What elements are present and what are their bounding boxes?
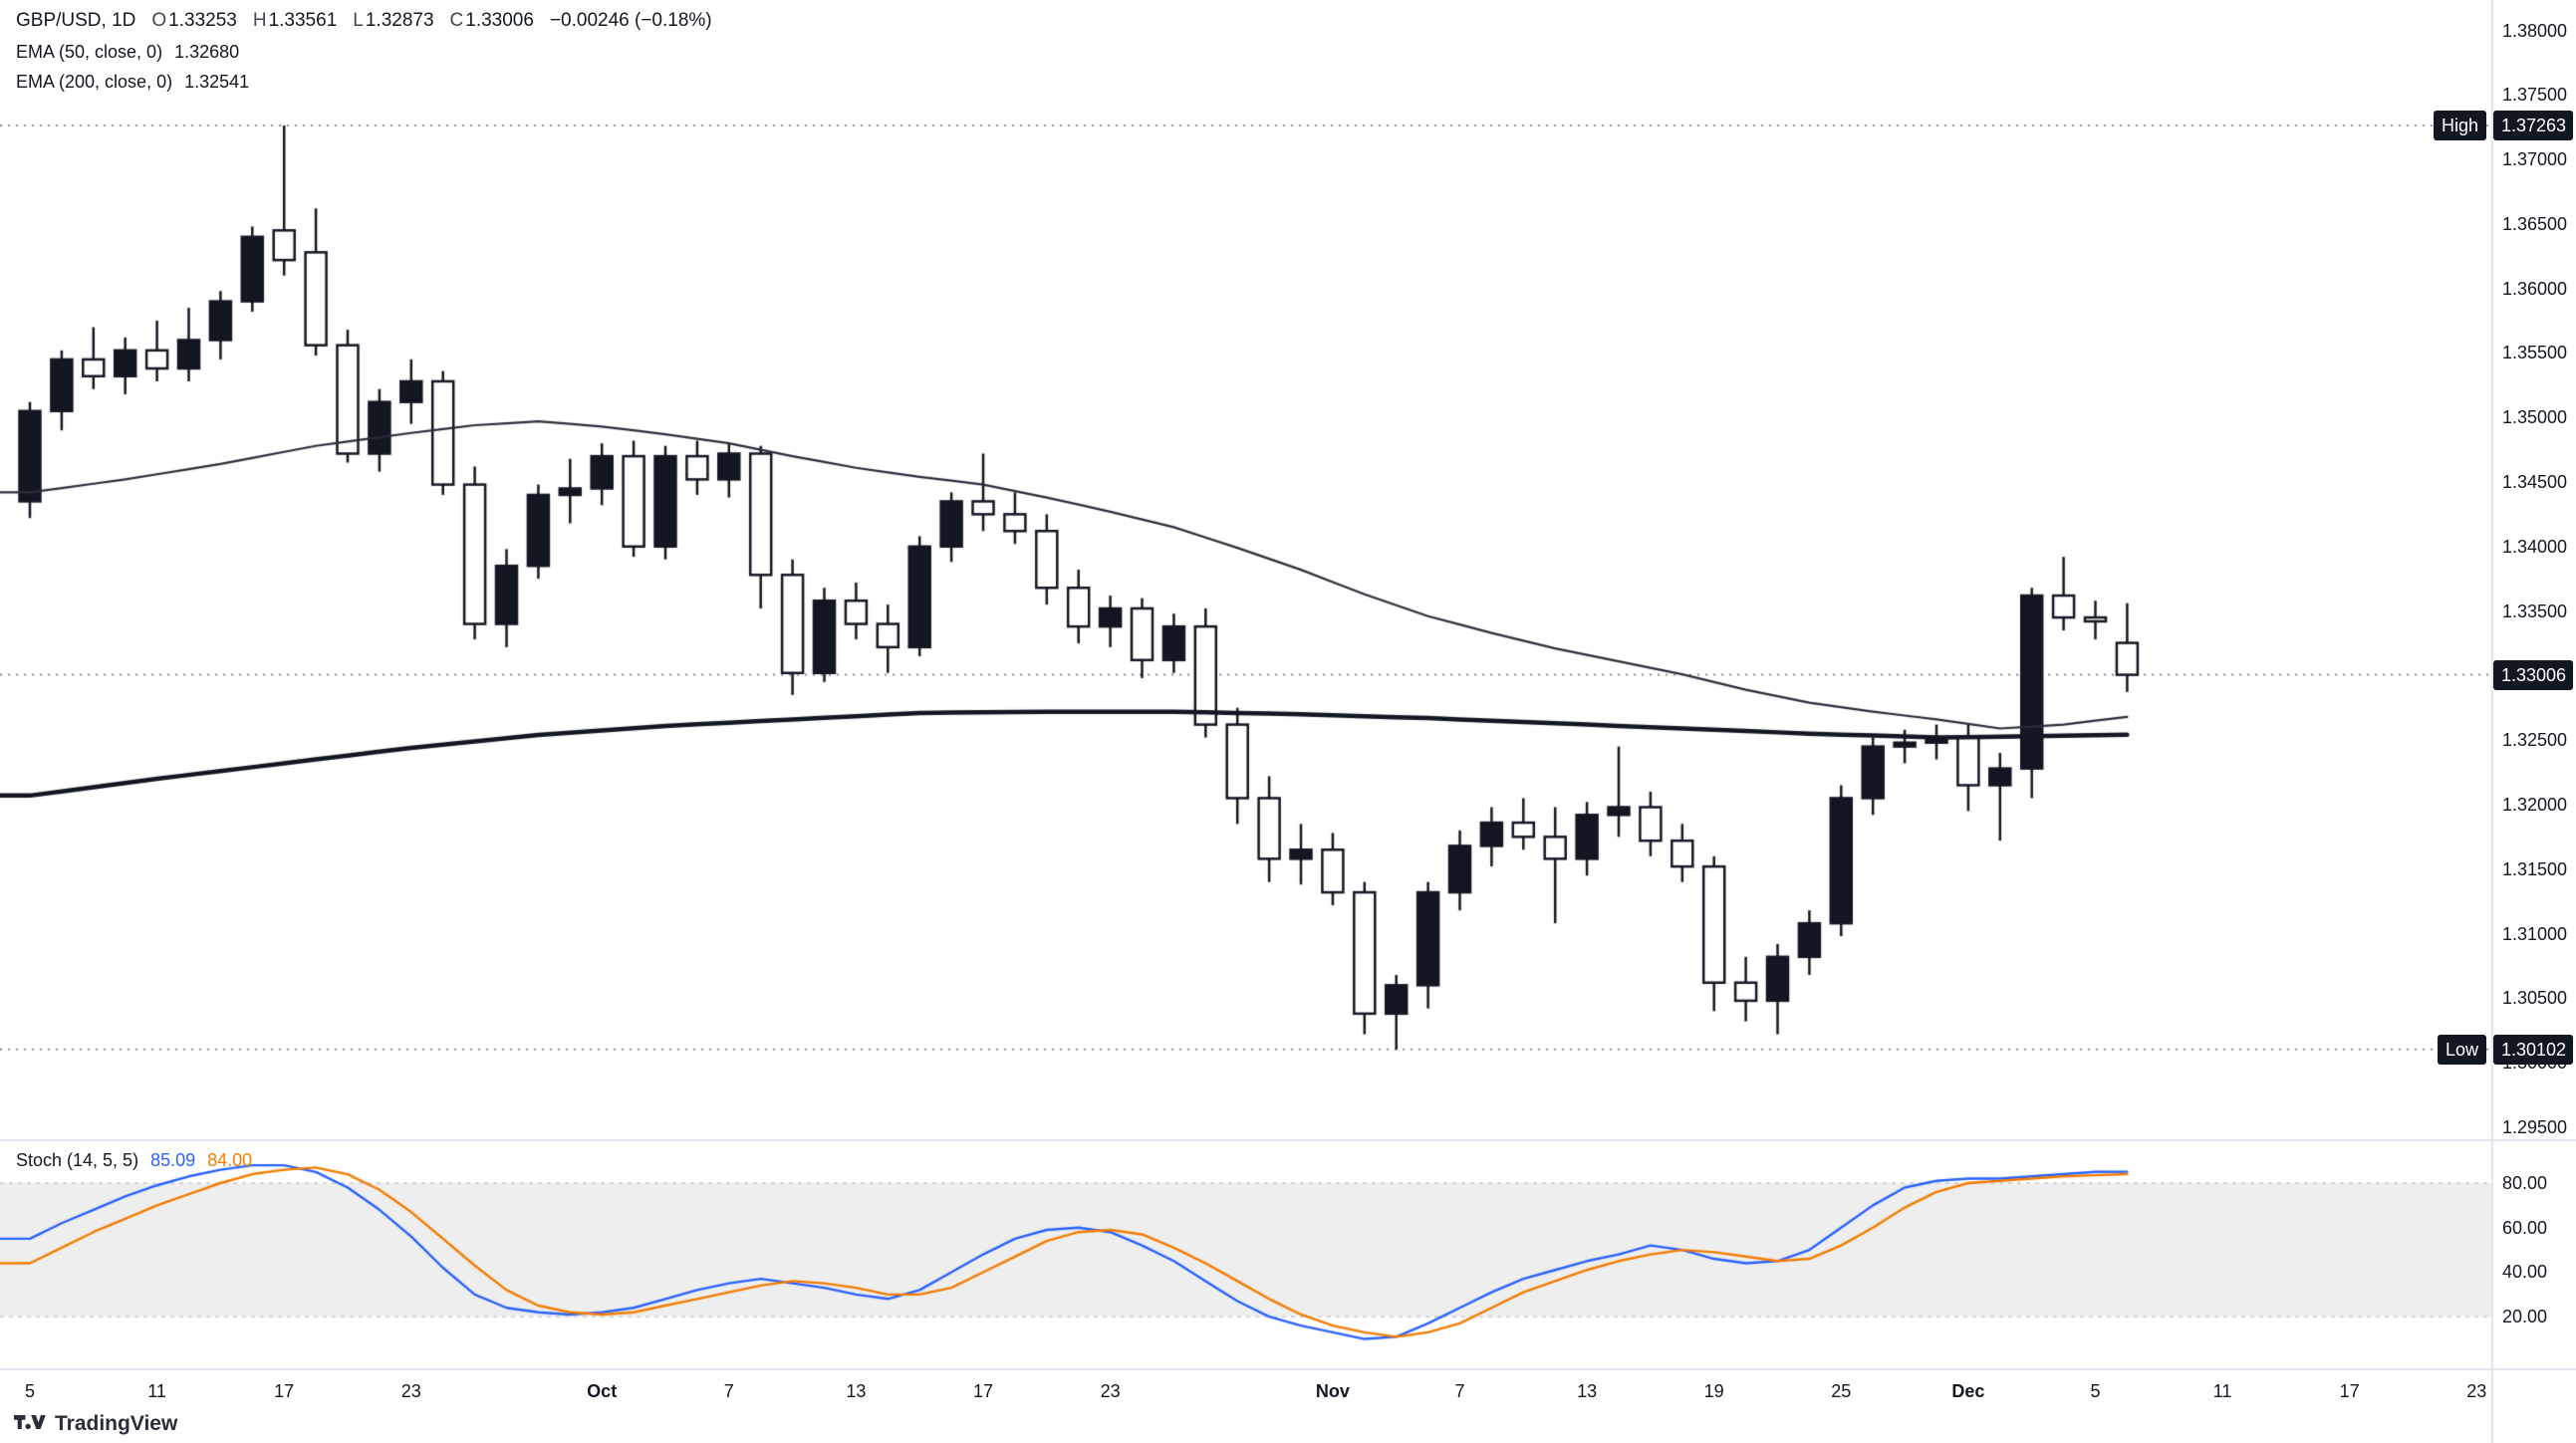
ohlc-low: L 1.32873 (353, 10, 434, 31)
price-tick-label: 1.32000 (2502, 794, 2568, 815)
time-tick-label: 11 (2212, 1381, 2232, 1401)
price-tick-label: 1.35000 (2502, 407, 2568, 428)
time-tick-label: Dec (1951, 1381, 1985, 1401)
ohlc-high: H 1.33561 (252, 10, 338, 31)
time-tick-label: 23 (1100, 1381, 1121, 1401)
time-tick-label: 7 (723, 1381, 734, 1401)
price-change: −0.00246 (−0.18%) (549, 10, 712, 31)
low-badge-label: Low (2437, 1034, 2486, 1065)
high-badge-value: 1.37263 (2493, 110, 2573, 140)
symbol-title[interactable]: GBP/USD, 1D (16, 10, 136, 31)
ema50-legend-label: EMA (50, close, 0) (16, 42, 163, 62)
stoch-tick-label: 40.00 (2502, 1262, 2548, 1283)
time-tick-label: 17 (274, 1381, 295, 1401)
ema200-legend[interactable]: EMA (200, close, 0) 1.32541 (16, 72, 249, 93)
stoch-k-value: 85.09 (150, 1150, 196, 1170)
stoch-tick-label: 20.00 (2502, 1307, 2548, 1327)
tradingview-logo-text: TradingView (55, 1412, 178, 1435)
price-tick-label: 1.31500 (2502, 858, 2568, 879)
stoch-legend[interactable]: Stoch (14, 5, 5) 85.09 84.00 (16, 1150, 252, 1171)
ema200-legend-value: 1.32541 (184, 72, 250, 92)
stoch-tick-label: 60.00 (2502, 1217, 2548, 1238)
time-tick-label: 5 (2090, 1381, 2101, 1401)
ema200-legend-label: EMA (200, close, 0) (16, 72, 173, 92)
stoch-d-value: 84.00 (207, 1150, 253, 1170)
time-tick-label: 13 (1577, 1381, 1598, 1401)
ema50-legend-value: 1.32680 (174, 42, 240, 62)
time-tick-label: 13 (846, 1381, 867, 1401)
ema50-legend[interactable]: EMA (50, close, 0) 1.32680 (16, 42, 239, 63)
time-tick-label: 17 (972, 1381, 994, 1401)
tradingview-attribution[interactable]: TradingView (14, 1412, 177, 1436)
price-tick-label: 1.29500 (2502, 1116, 2568, 1137)
tradingview-logo-icon (14, 1415, 46, 1430)
ohlc-close: C 1.33006 (449, 10, 534, 31)
time-tick-label: Nov (1315, 1381, 1350, 1401)
time-tick-label: 5 (24, 1381, 36, 1401)
high-badge-label: High (2433, 110, 2486, 140)
price-tick-label: 1.31000 (2502, 923, 2568, 944)
low-badge-value: 1.30102 (2493, 1034, 2573, 1065)
price-tick-label: 1.33500 (2502, 601, 2568, 621)
price-tick-label: 1.36000 (2502, 278, 2568, 299)
price-axis[interactable]: 1.38000 1.37500 1.37000 1.36500 1.36000 1.355… (2492, 0, 2576, 1443)
price-tick-label: 1.34500 (2502, 472, 2568, 492)
stoch-tick-label: 80.00 (2502, 1173, 2548, 1193)
price-tick-label: 1.37500 (2502, 85, 2568, 106)
price-tick-label: 1.35500 (2502, 343, 2568, 363)
last-price-badge: 1.33006 (2493, 659, 2573, 690)
time-tick-label: 25 (1831, 1381, 1852, 1401)
symbol-legend: GBP/USD, 1D O 1.33253 H 1.33561 L 1.32873 C… (16, 10, 712, 32)
time-axis[interactable]: 5 11 17 23 Oct 7 13 17 23 Nov 7 13 19 25 Dec 5 11 17 23 (0, 1369, 2576, 1443)
time-tick-label: 23 (2466, 1381, 2487, 1401)
price-tick-label: 1.38000 (2502, 20, 2568, 41)
price-tick-label: 1.30500 (2502, 988, 2568, 1009)
time-tick-label: 19 (1703, 1381, 1724, 1401)
price-tick-label: 1.36500 (2502, 213, 2568, 234)
price-tick-label: 1.32500 (2502, 730, 2568, 751)
time-tick-label: 7 (1454, 1381, 1465, 1401)
time-tick-label: Oct (587, 1381, 618, 1401)
stoch-legend-label: Stoch (14, 5, 5) (16, 1150, 139, 1170)
ohlc-open: O 1.33253 (151, 10, 237, 31)
time-tick-label: 23 (400, 1381, 421, 1401)
price-tick-label: 1.37000 (2502, 149, 2568, 170)
time-tick-label: 17 (2339, 1381, 2360, 1401)
time-tick-label: 11 (147, 1381, 166, 1401)
price-tick-label: 1.34000 (2502, 536, 2568, 557)
